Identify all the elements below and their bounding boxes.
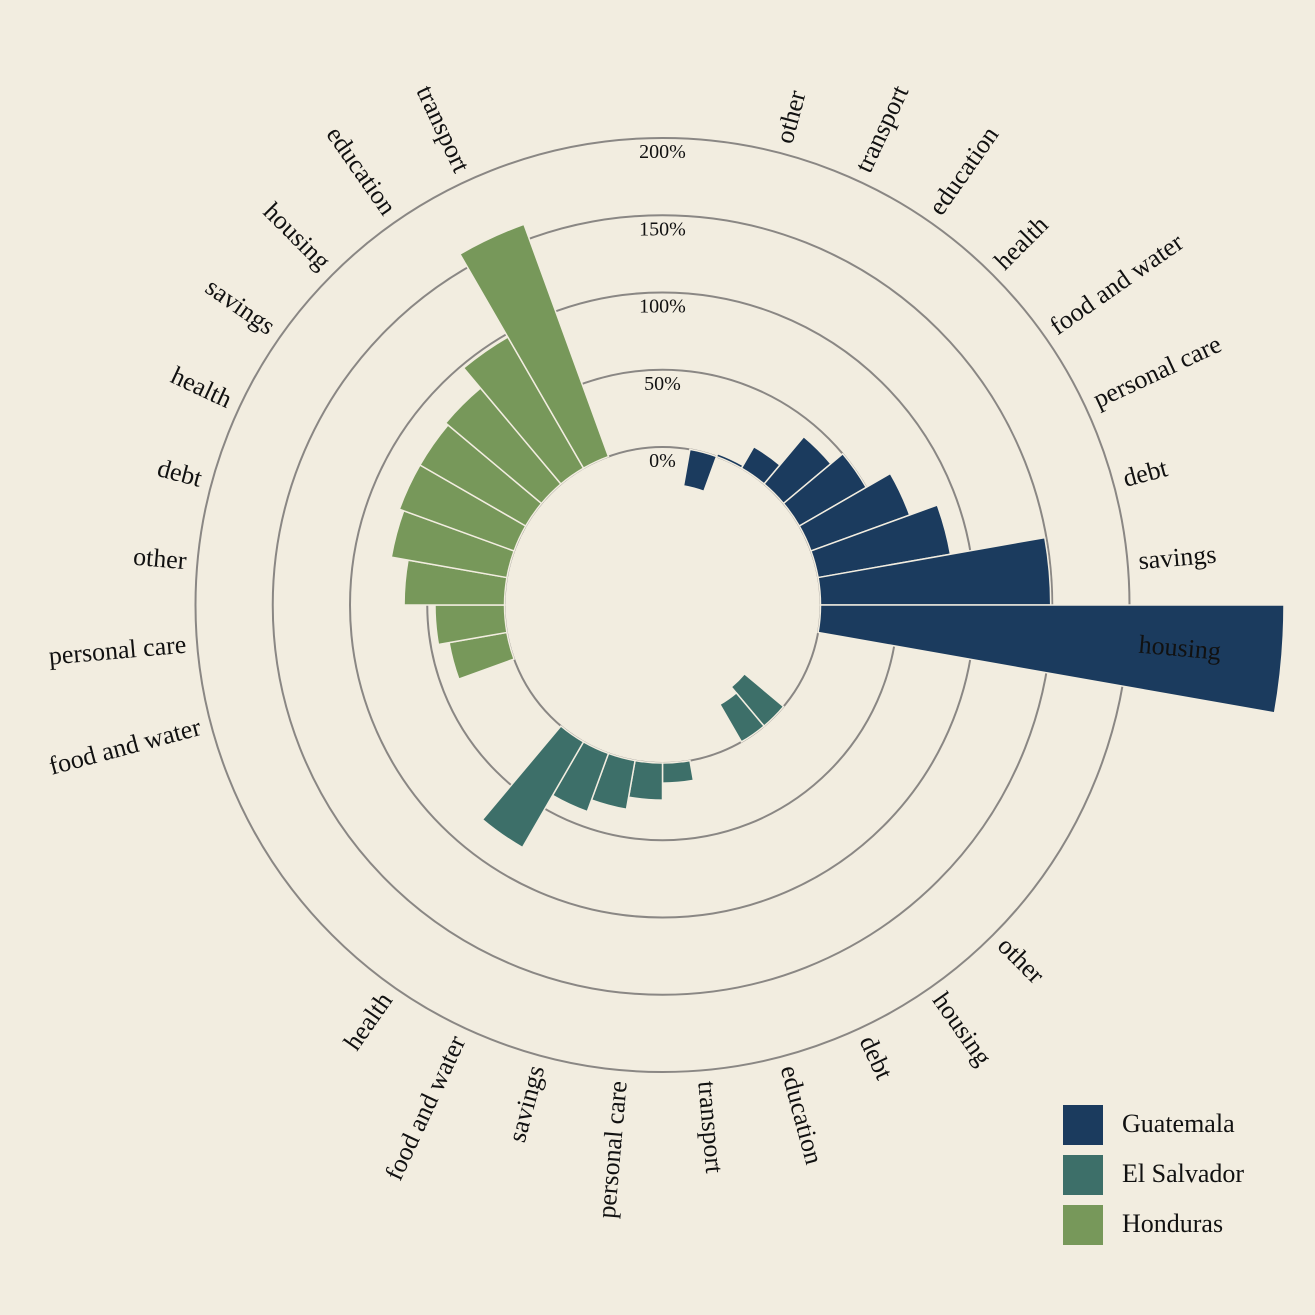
category-label-honduras-other: other <box>132 542 188 576</box>
bar-honduras-transport <box>458 223 610 470</box>
legend-label-el-salvador: El Salvador <box>1122 1159 1244 1188</box>
legend-label-honduras: Honduras <box>1122 1209 1223 1238</box>
radial-tick-label-100: 100% <box>639 296 686 318</box>
radial-tick-label-200: 200% <box>639 141 686 163</box>
bar-el-salvador-health <box>481 724 585 849</box>
category-label-guatemala-savings: savings <box>1137 540 1217 576</box>
bar-guatemala-housing <box>817 604 1285 714</box>
bar-el-salvador-transport <box>661 759 695 784</box>
radial-tick-label-50: 50% <box>644 373 681 395</box>
category-label-guatemala-housing: housing <box>1138 630 1223 666</box>
radial-tick-labels: 0% 50% 100% 150% 200% <box>639 141 686 472</box>
radial-tick-label-0: 0% <box>649 450 676 472</box>
radial-tick-label-150: 150% <box>639 218 686 240</box>
bar-el-salvador-housing <box>718 691 766 743</box>
legend: Guatemala El Salvador Honduras <box>1063 1105 1244 1245</box>
bars <box>390 223 1285 849</box>
legend-swatch-guatemala <box>1063 1105 1103 1145</box>
legend-swatch-honduras <box>1063 1205 1103 1245</box>
legend-swatch-el-salvador <box>1063 1155 1103 1195</box>
legend-label-guatemala: Guatemala <box>1122 1109 1235 1138</box>
